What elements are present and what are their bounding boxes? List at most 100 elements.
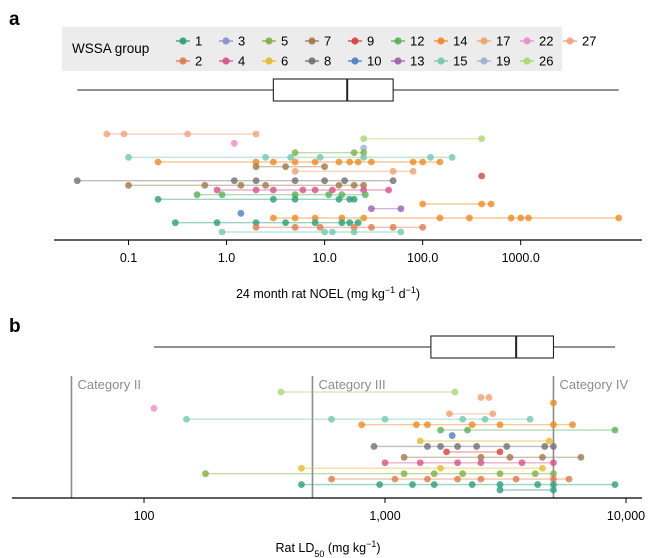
- data-point: [503, 443, 511, 450]
- data-point: [539, 453, 546, 461]
- data-point: [381, 415, 389, 423]
- data-point: [218, 228, 226, 236]
- data-point: [291, 191, 299, 199]
- data-point: [565, 475, 573, 483]
- legend-label: 12: [410, 34, 424, 49]
- data-point: [252, 223, 260, 231]
- axis-label-part: ): [416, 287, 420, 301]
- legend-marker: [437, 57, 445, 65]
- data-point: [409, 167, 417, 175]
- legend-marker: [480, 37, 488, 45]
- data-point: [454, 443, 461, 450]
- data-point: [477, 459, 485, 467]
- legend-label: 27: [582, 34, 596, 49]
- panel-b-label: b: [9, 316, 21, 337]
- data-point: [213, 186, 221, 194]
- data-point: [299, 186, 307, 194]
- data-point: [397, 228, 405, 236]
- data-point: [202, 470, 209, 478]
- data-point: [550, 475, 557, 483]
- data-point: [419, 200, 427, 208]
- axis-label-part: −1: [385, 285, 395, 295]
- data-point: [389, 223, 397, 231]
- data-point: [468, 481, 476, 488]
- data-point: [269, 186, 277, 194]
- data-point: [437, 426, 444, 434]
- data-point: [550, 399, 557, 407]
- data-point: [615, 214, 623, 222]
- data-point: [370, 443, 378, 450]
- data-point: [466, 214, 473, 222]
- data-point: [437, 464, 444, 472]
- data-point: [311, 214, 319, 222]
- x-tick-label: 1000.0: [502, 251, 540, 265]
- data-point: [252, 219, 260, 227]
- data-point: [448, 432, 456, 439]
- data-point: [391, 475, 399, 483]
- panel-b-x-axis-label: Rat LD50 (mg kg−1): [275, 539, 380, 558]
- legend-marker: [394, 57, 402, 65]
- data-point: [154, 195, 162, 203]
- data-point: [291, 149, 299, 157]
- data-point: [321, 228, 329, 236]
- data-point: [321, 163, 329, 171]
- data-point: [346, 195, 354, 203]
- data-point: [316, 223, 324, 231]
- data-point: [73, 177, 81, 185]
- data-point: [477, 394, 485, 401]
- data-point: [193, 191, 201, 199]
- data-point: [397, 205, 405, 213]
- data-point: [316, 153, 324, 161]
- data-point: [389, 167, 397, 175]
- legend-marker: [351, 57, 359, 65]
- legend-label: 26: [539, 54, 553, 69]
- legend-title: WSSA group: [72, 41, 149, 56]
- data-point: [325, 191, 333, 199]
- x-tick-label: 1,000: [369, 509, 400, 523]
- data-point: [496, 448, 504, 456]
- data-point: [569, 421, 576, 429]
- legend-label: 17: [496, 34, 510, 49]
- data-point: [437, 443, 444, 450]
- data-point: [269, 195, 277, 203]
- data-point: [171, 219, 179, 227]
- data-point: [416, 459, 424, 467]
- data-point: [478, 172, 486, 180]
- axis-label-part: −1: [406, 285, 416, 295]
- legend-marker: [394, 37, 402, 45]
- axis-label-part: 50: [314, 549, 324, 558]
- data-point: [237, 181, 245, 189]
- data-point: [360, 144, 368, 152]
- legend-label: 22: [539, 34, 553, 49]
- legend-label: 13: [410, 54, 424, 69]
- data-point: [287, 153, 295, 161]
- legend-label: 5: [281, 34, 288, 49]
- data-point: [183, 415, 190, 423]
- legend-label: 19: [496, 54, 510, 69]
- data-point: [381, 459, 389, 467]
- data-point: [496, 486, 504, 494]
- data-point: [298, 464, 305, 472]
- data-point: [252, 177, 260, 185]
- data-point: [473, 443, 481, 450]
- data-point: [291, 158, 299, 166]
- data-point: [321, 177, 329, 185]
- data-point: [103, 130, 111, 138]
- data-point: [478, 135, 486, 143]
- data-point: [367, 205, 375, 213]
- data-point: [550, 421, 557, 429]
- data-point: [448, 153, 456, 161]
- legend-marker: [437, 37, 445, 45]
- data-point: [481, 415, 489, 423]
- data-point: [468, 421, 476, 429]
- data-point: [125, 181, 132, 189]
- legend-label: 8: [324, 54, 331, 69]
- legend-marker: [480, 57, 488, 65]
- data-point: [252, 130, 260, 138]
- data-point: [282, 219, 289, 227]
- legend-label: 9: [367, 34, 374, 49]
- data-point: [354, 219, 362, 227]
- data-point: [338, 214, 346, 222]
- data-point: [252, 163, 260, 171]
